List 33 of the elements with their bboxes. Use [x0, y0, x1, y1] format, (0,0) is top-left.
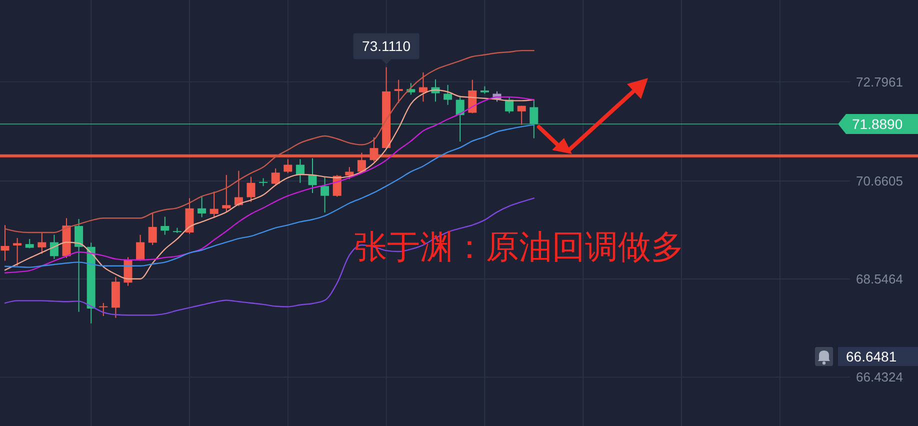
y-tick-label: 66.4324 [856, 370, 903, 385]
candlestick [320, 176, 330, 214]
candlestick [517, 105, 526, 126]
candlestick [370, 136, 378, 162]
candlestick [210, 191, 218, 219]
candlestick [308, 158, 317, 194]
candlestick [50, 234, 58, 260]
candlestick [284, 158, 292, 174]
candlestick [0, 224, 10, 262]
candlestick [222, 174, 231, 214]
candlestick [74, 218, 84, 312]
candlestick [25, 238, 34, 249]
candlestick [13, 238, 22, 266]
candlestick [38, 232, 46, 254]
y-tick-label: 72.7961 [856, 74, 903, 90]
y-tick-label: 68.5464 [856, 272, 903, 287]
candlestick [160, 216, 170, 236]
candlestick [444, 84, 452, 106]
ref-line-label: 71.8890 [852, 116, 903, 132]
candlestick [246, 176, 256, 202]
candlestick [136, 234, 145, 262]
candlestick [296, 158, 304, 184]
candlestick [345, 166, 354, 180]
candlestick [99, 302, 108, 317]
annotation: 73.1110 [362, 38, 411, 54]
candlestick [234, 170, 243, 207]
candlestick [418, 72, 428, 102]
candlestick [394, 79, 403, 104]
y-tick-label: 70.6605 [856, 174, 903, 189]
text: 66.6481 [846, 348, 897, 364]
candlestick [198, 196, 206, 218]
candlestick [271, 168, 280, 186]
candlestick [148, 212, 157, 246]
